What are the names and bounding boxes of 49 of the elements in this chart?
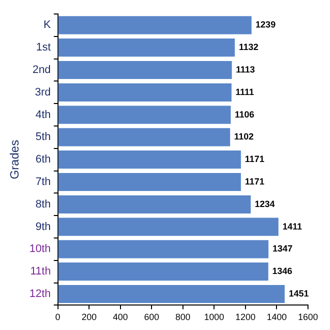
bar <box>58 106 231 124</box>
data-label: 1102 <box>234 132 254 142</box>
y-tick-label: 11th <box>30 266 51 278</box>
x-tick-label: 1200 <box>235 312 256 322</box>
y-tick-label: 9th <box>36 220 51 233</box>
bar <box>58 284 285 304</box>
x-tick-label: 800 <box>175 312 190 322</box>
data-label: 1346 <box>272 266 292 276</box>
data-label: 1451 <box>288 288 309 298</box>
y-tick-label: 10th <box>29 243 51 256</box>
y-tick-label: 4th <box>36 108 51 121</box>
x-tick-label: 600 <box>144 312 160 322</box>
data-label: 1111 <box>236 86 254 97</box>
bar <box>58 128 230 146</box>
data-label: 1411 <box>282 221 302 232</box>
y-tick-label: K <box>43 19 52 32</box>
x-tick-label: 200 <box>82 312 97 322</box>
data-label: 1171 <box>244 154 264 164</box>
bar <box>58 150 241 169</box>
x-tick-label: 0 <box>55 312 60 322</box>
x-tick-label: 1000 <box>204 312 224 322</box>
x-tick-label: 400 <box>112 312 128 322</box>
bar <box>58 38 235 57</box>
y-tick-label: 3rd <box>34 86 51 98</box>
data-label: 1132 <box>238 42 258 52</box>
x-tick-label: 1600 <box>298 312 318 322</box>
data-label: 1106 <box>234 109 254 120</box>
bar <box>58 83 232 102</box>
data-label: 1113 <box>236 64 255 74</box>
bar <box>58 218 278 236</box>
data-label: 1234 <box>254 198 275 209</box>
y-tick-label: 1st <box>36 42 51 54</box>
data-label: 1347 <box>272 244 292 254</box>
bar <box>58 60 232 80</box>
bar <box>58 262 268 281</box>
bar <box>58 172 241 192</box>
x-tick-label: 1400 <box>266 312 287 322</box>
data-label: 1171 <box>244 176 264 186</box>
data-label: 1239 <box>256 20 276 30</box>
y-tick-label: 5th <box>36 131 51 144</box>
y-tick-label: 2nd <box>32 64 51 76</box>
y-tick-label: 12th <box>29 288 51 300</box>
y-axis-title: Grades <box>8 140 22 180</box>
bar <box>58 16 252 34</box>
y-tick-label: 7th <box>36 176 51 188</box>
y-tick-label: 6th <box>36 154 51 166</box>
bar <box>58 195 251 214</box>
y-tick-label: 8th <box>36 198 51 210</box>
bar <box>58 240 268 258</box>
